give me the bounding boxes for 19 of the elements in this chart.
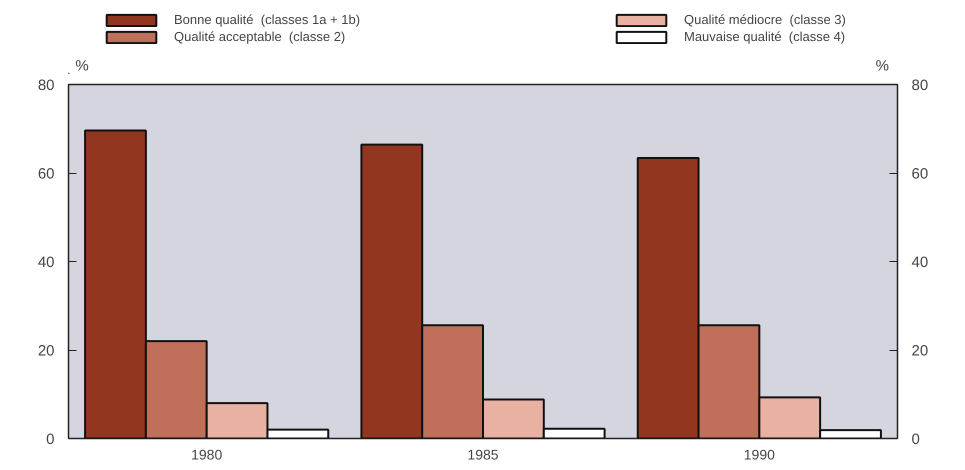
- legend-label: Qualité médiocre (classe 3): [684, 12, 847, 27]
- y2-tick-label: 0: [912, 431, 920, 448]
- y2-axis-title: %: [876, 58, 889, 74]
- y-tick-label: 80: [38, 77, 55, 94]
- y2-tick-label: 60: [912, 166, 928, 182]
- y-tick-label: 20: [38, 342, 55, 360]
- y-tick-label: 0: [46, 431, 54, 448]
- x-tick-label: 1990: [744, 446, 776, 462]
- legend-label: Qualité acceptable (classe 2): [174, 29, 346, 44]
- legend-label: Bonne qualité (classes 1a + 1b): [174, 12, 362, 27]
- x-tick-label: 1985: [467, 446, 499, 462]
- legend-label: Mauvaise qualité (classe 4): [684, 29, 846, 44]
- y-axis-title: %: [75, 58, 89, 74]
- y2-tick-label: 20: [912, 342, 928, 360]
- y2-tick-label: 40: [912, 254, 928, 271]
- y2-tick-label: 80: [912, 77, 928, 94]
- y-tick-label: 40: [38, 254, 55, 271]
- x-tick-label: 1980: [191, 446, 222, 462]
- y-tick-label: 60: [38, 166, 55, 182]
